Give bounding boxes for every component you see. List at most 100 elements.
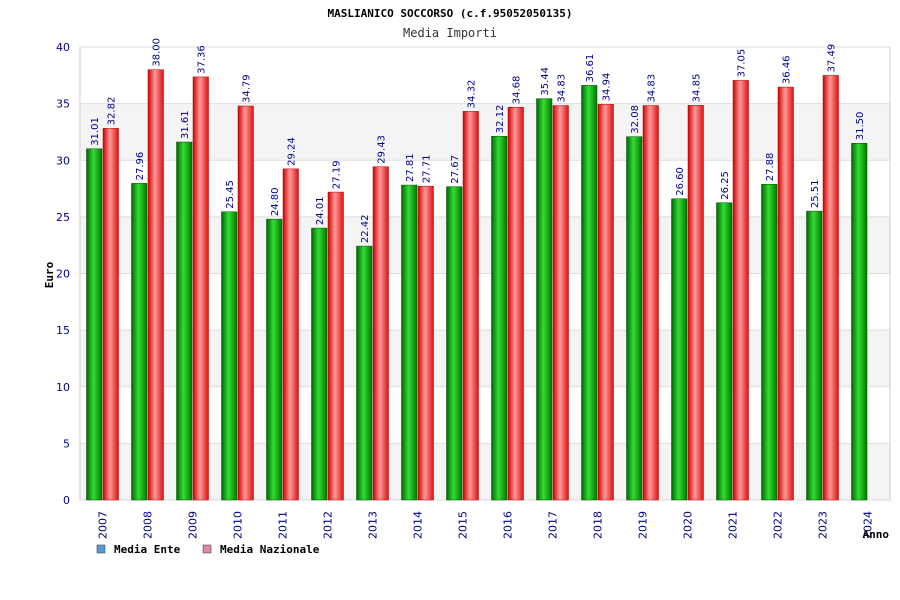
data-label: 26.25: [720, 171, 731, 200]
bar-media-nazionale-2013: [372, 166, 389, 501]
legend-label-media-nazionale: Media Nazionale: [220, 543, 320, 556]
bar-media-ente-2014: [401, 184, 418, 501]
bar-media-ente-2018: [581, 85, 598, 501]
bar-media-ente-2024: [851, 143, 868, 501]
bar-media-nazionale-2016: [507, 106, 524, 501]
bar-media-nazionale-2007: [102, 128, 119, 501]
bar-media-nazionale-2015: [462, 111, 479, 501]
legend-swatch-media-nazionale: [202, 544, 212, 554]
data-label: 27.88: [765, 153, 776, 182]
data-label: 34.83: [556, 74, 567, 103]
data-label: 34.94: [601, 73, 612, 102]
data-label: 37.49: [826, 44, 837, 73]
bar-media-nazionale-2010: [237, 105, 254, 501]
x-tick-label: 2019: [637, 511, 650, 539]
bar-media-nazionale-2008: [147, 69, 164, 501]
x-tick-label: 2014: [412, 511, 425, 539]
x-tick-label: 2022: [772, 511, 785, 539]
bar-media-nazionale-2018: [597, 104, 614, 501]
bars: [86, 69, 868, 501]
data-label: 32.82: [106, 97, 117, 126]
chart-subtitle: Media Importi: [403, 26, 497, 40]
data-label: 34.79: [241, 74, 252, 103]
bar-media-ente-2019: [626, 136, 643, 501]
x-tick-label: 2007: [97, 511, 110, 539]
bar-media-nazionale-2017: [552, 105, 569, 501]
bar-media-ente-2020: [671, 198, 688, 501]
legend-swatch-media-ente: [96, 544, 106, 554]
data-label: 37.36: [196, 45, 207, 74]
plot-band: [80, 103, 890, 161]
legend: Media Ente Media Nazionale: [96, 543, 320, 556]
bar-media-nazionale-2009: [192, 76, 209, 501]
data-label: 25.45: [225, 180, 236, 209]
x-tick-labels: 2007 2008 2009 2010 2011 2012 2013 2014 2015 2016…: [97, 511, 875, 539]
data-label: 24.80: [270, 187, 281, 216]
data-label: 32.12: [495, 105, 506, 134]
x-tick-label: 2018: [592, 511, 605, 539]
bar-media-ente-2015: [446, 186, 463, 501]
x-tick-label: 2021: [727, 511, 740, 539]
bar-media-ente-2011: [266, 218, 283, 501]
bar-media-ente-2016: [491, 135, 508, 501]
x-tick-label: 2012: [322, 511, 335, 539]
data-label: 31.01: [90, 117, 101, 146]
plot-band: [80, 330, 890, 387]
data-label: 36.46: [781, 55, 792, 84]
y-tick-label: 10: [56, 381, 70, 394]
y-axis-label: Euro: [43, 261, 56, 288]
bar-media-ente-2022: [761, 184, 778, 501]
data-label: 34.68: [511, 76, 522, 105]
data-label: 34.32: [466, 80, 477, 109]
bar-media-ente-2021: [716, 202, 733, 501]
data-label: 36.61: [585, 54, 596, 83]
plot-band: [80, 160, 890, 217]
bar-media-nazionale-2019: [642, 105, 659, 501]
x-tick-label: 2024: [862, 511, 875, 539]
y-tick-label: 25: [56, 211, 70, 224]
grid-lines: [80, 46, 890, 501]
x-tick-label: 2013: [367, 511, 380, 539]
bar-media-ente-2010: [221, 211, 238, 501]
data-label: 25.51: [810, 179, 821, 208]
x-tick-label: 2010: [232, 511, 245, 539]
data-label: 27.19: [331, 160, 342, 189]
data-label: 34.83: [646, 74, 657, 103]
data-label: 27.71: [421, 155, 432, 184]
bar-media-nazionale-2022: [777, 86, 794, 501]
bar-media-ente-2007: [86, 148, 103, 501]
data-label: 26.60: [675, 167, 686, 196]
plot-band: [80, 386, 890, 444]
bar-media-nazionale-2012: [327, 191, 344, 501]
data-label: 22.42: [360, 214, 371, 243]
y-tick-label: 30: [56, 154, 70, 167]
x-tick-label: 2015: [457, 511, 470, 539]
data-label: 29.24: [286, 137, 297, 166]
x-axis-label: Anno: [863, 528, 890, 541]
x-tick-label: 2009: [187, 511, 200, 539]
data-label: 38.00: [151, 38, 162, 67]
x-tick-label: 2008: [142, 511, 155, 539]
bar-media-nazionale-2011: [282, 168, 299, 501]
y-tick-label: 40: [56, 41, 70, 54]
data-label: 34.85: [691, 74, 702, 103]
y-tick-label: 0: [63, 494, 70, 507]
data-label: 32.08: [630, 105, 641, 134]
bar-media-nazionale-2020: [687, 105, 704, 501]
y-tick-label: 5: [63, 437, 70, 450]
y-tick-labels: 0 5 10 15 20 25 30 35 40: [56, 41, 70, 507]
y-tick-label: 20: [56, 268, 70, 281]
bar-media-ente-2017: [536, 98, 553, 501]
bar-media-ente-2009: [176, 141, 193, 501]
data-label: 37.05: [736, 49, 747, 78]
y-tick-label: 15: [56, 324, 70, 337]
data-label: 24.01: [315, 196, 326, 225]
y-tick-label: 35: [56, 98, 70, 111]
data-label: 27.81: [405, 153, 416, 182]
plot-band: [80, 47, 890, 104]
bar-media-ente-2008: [131, 183, 148, 501]
x-tick-label: 2011: [277, 511, 290, 539]
bar-media-nazionale-2021: [732, 80, 749, 501]
x-tick-label: 2020: [682, 511, 695, 539]
